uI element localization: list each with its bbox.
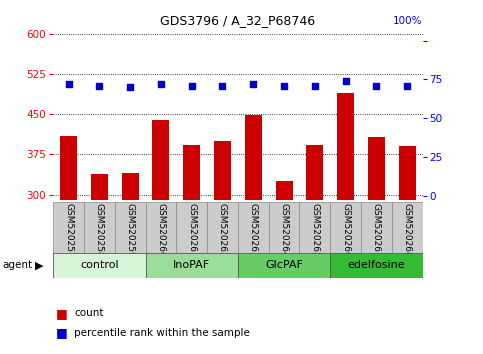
Bar bbox=[207, 202, 238, 253]
Point bbox=[157, 81, 165, 87]
Bar bbox=[176, 202, 207, 253]
Point bbox=[403, 83, 411, 88]
Bar bbox=[84, 202, 115, 253]
Text: GSM520267: GSM520267 bbox=[372, 203, 381, 258]
Bar bbox=[183, 145, 200, 354]
Point bbox=[342, 78, 350, 84]
Text: GSM520265: GSM520265 bbox=[311, 203, 319, 258]
Bar bbox=[122, 173, 139, 354]
Bar bbox=[392, 202, 423, 253]
Bar bbox=[245, 115, 262, 354]
Text: GSM520266: GSM520266 bbox=[341, 203, 350, 258]
Point bbox=[126, 84, 134, 90]
Bar bbox=[299, 202, 330, 253]
Point bbox=[249, 81, 257, 87]
Bar bbox=[269, 202, 299, 253]
Text: GSM520257: GSM520257 bbox=[64, 203, 73, 258]
Bar bbox=[91, 174, 108, 354]
Bar bbox=[330, 253, 423, 278]
Bar bbox=[361, 202, 392, 253]
Bar bbox=[53, 253, 145, 278]
Bar bbox=[399, 146, 416, 354]
Text: ■: ■ bbox=[56, 326, 67, 339]
Point bbox=[188, 83, 196, 88]
Text: GSM520260: GSM520260 bbox=[156, 203, 165, 258]
Text: GSM520259: GSM520259 bbox=[126, 203, 135, 258]
Point bbox=[372, 83, 380, 88]
Bar bbox=[153, 120, 170, 354]
Point bbox=[96, 83, 103, 88]
Point bbox=[219, 83, 227, 88]
Bar bbox=[145, 253, 238, 278]
Bar bbox=[60, 136, 77, 354]
Bar bbox=[115, 202, 145, 253]
Text: GSM520268: GSM520268 bbox=[403, 203, 412, 258]
Bar bbox=[145, 202, 176, 253]
Text: edelfosine: edelfosine bbox=[348, 261, 405, 270]
Text: ▶: ▶ bbox=[35, 261, 44, 270]
Point bbox=[65, 81, 72, 87]
Bar bbox=[306, 145, 323, 354]
Bar bbox=[368, 137, 385, 354]
Text: 100%: 100% bbox=[393, 16, 423, 26]
Bar bbox=[53, 202, 84, 253]
Point bbox=[280, 83, 288, 88]
Bar bbox=[337, 93, 354, 354]
Text: percentile rank within the sample: percentile rank within the sample bbox=[74, 328, 250, 338]
Text: InoPAF: InoPAF bbox=[173, 261, 210, 270]
Bar bbox=[238, 202, 269, 253]
Text: GSM520261: GSM520261 bbox=[187, 203, 196, 258]
Text: GSM520258: GSM520258 bbox=[95, 203, 104, 258]
Point bbox=[311, 83, 319, 88]
Text: GSM520264: GSM520264 bbox=[280, 203, 288, 258]
Bar bbox=[238, 253, 330, 278]
Text: ■: ■ bbox=[56, 307, 67, 320]
Text: GSM520263: GSM520263 bbox=[249, 203, 258, 258]
Text: GSM520262: GSM520262 bbox=[218, 203, 227, 258]
Bar bbox=[276, 181, 293, 354]
Text: GlcPAF: GlcPAF bbox=[265, 261, 303, 270]
Text: control: control bbox=[80, 261, 119, 270]
Bar bbox=[214, 141, 231, 354]
Bar bbox=[330, 202, 361, 253]
Title: GDS3796 / A_32_P68746: GDS3796 / A_32_P68746 bbox=[160, 14, 315, 27]
Text: agent: agent bbox=[2, 261, 32, 270]
Text: count: count bbox=[74, 308, 103, 318]
